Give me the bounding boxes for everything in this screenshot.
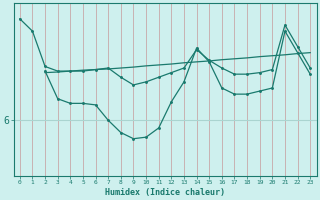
X-axis label: Humidex (Indice chaleur): Humidex (Indice chaleur): [105, 188, 225, 197]
